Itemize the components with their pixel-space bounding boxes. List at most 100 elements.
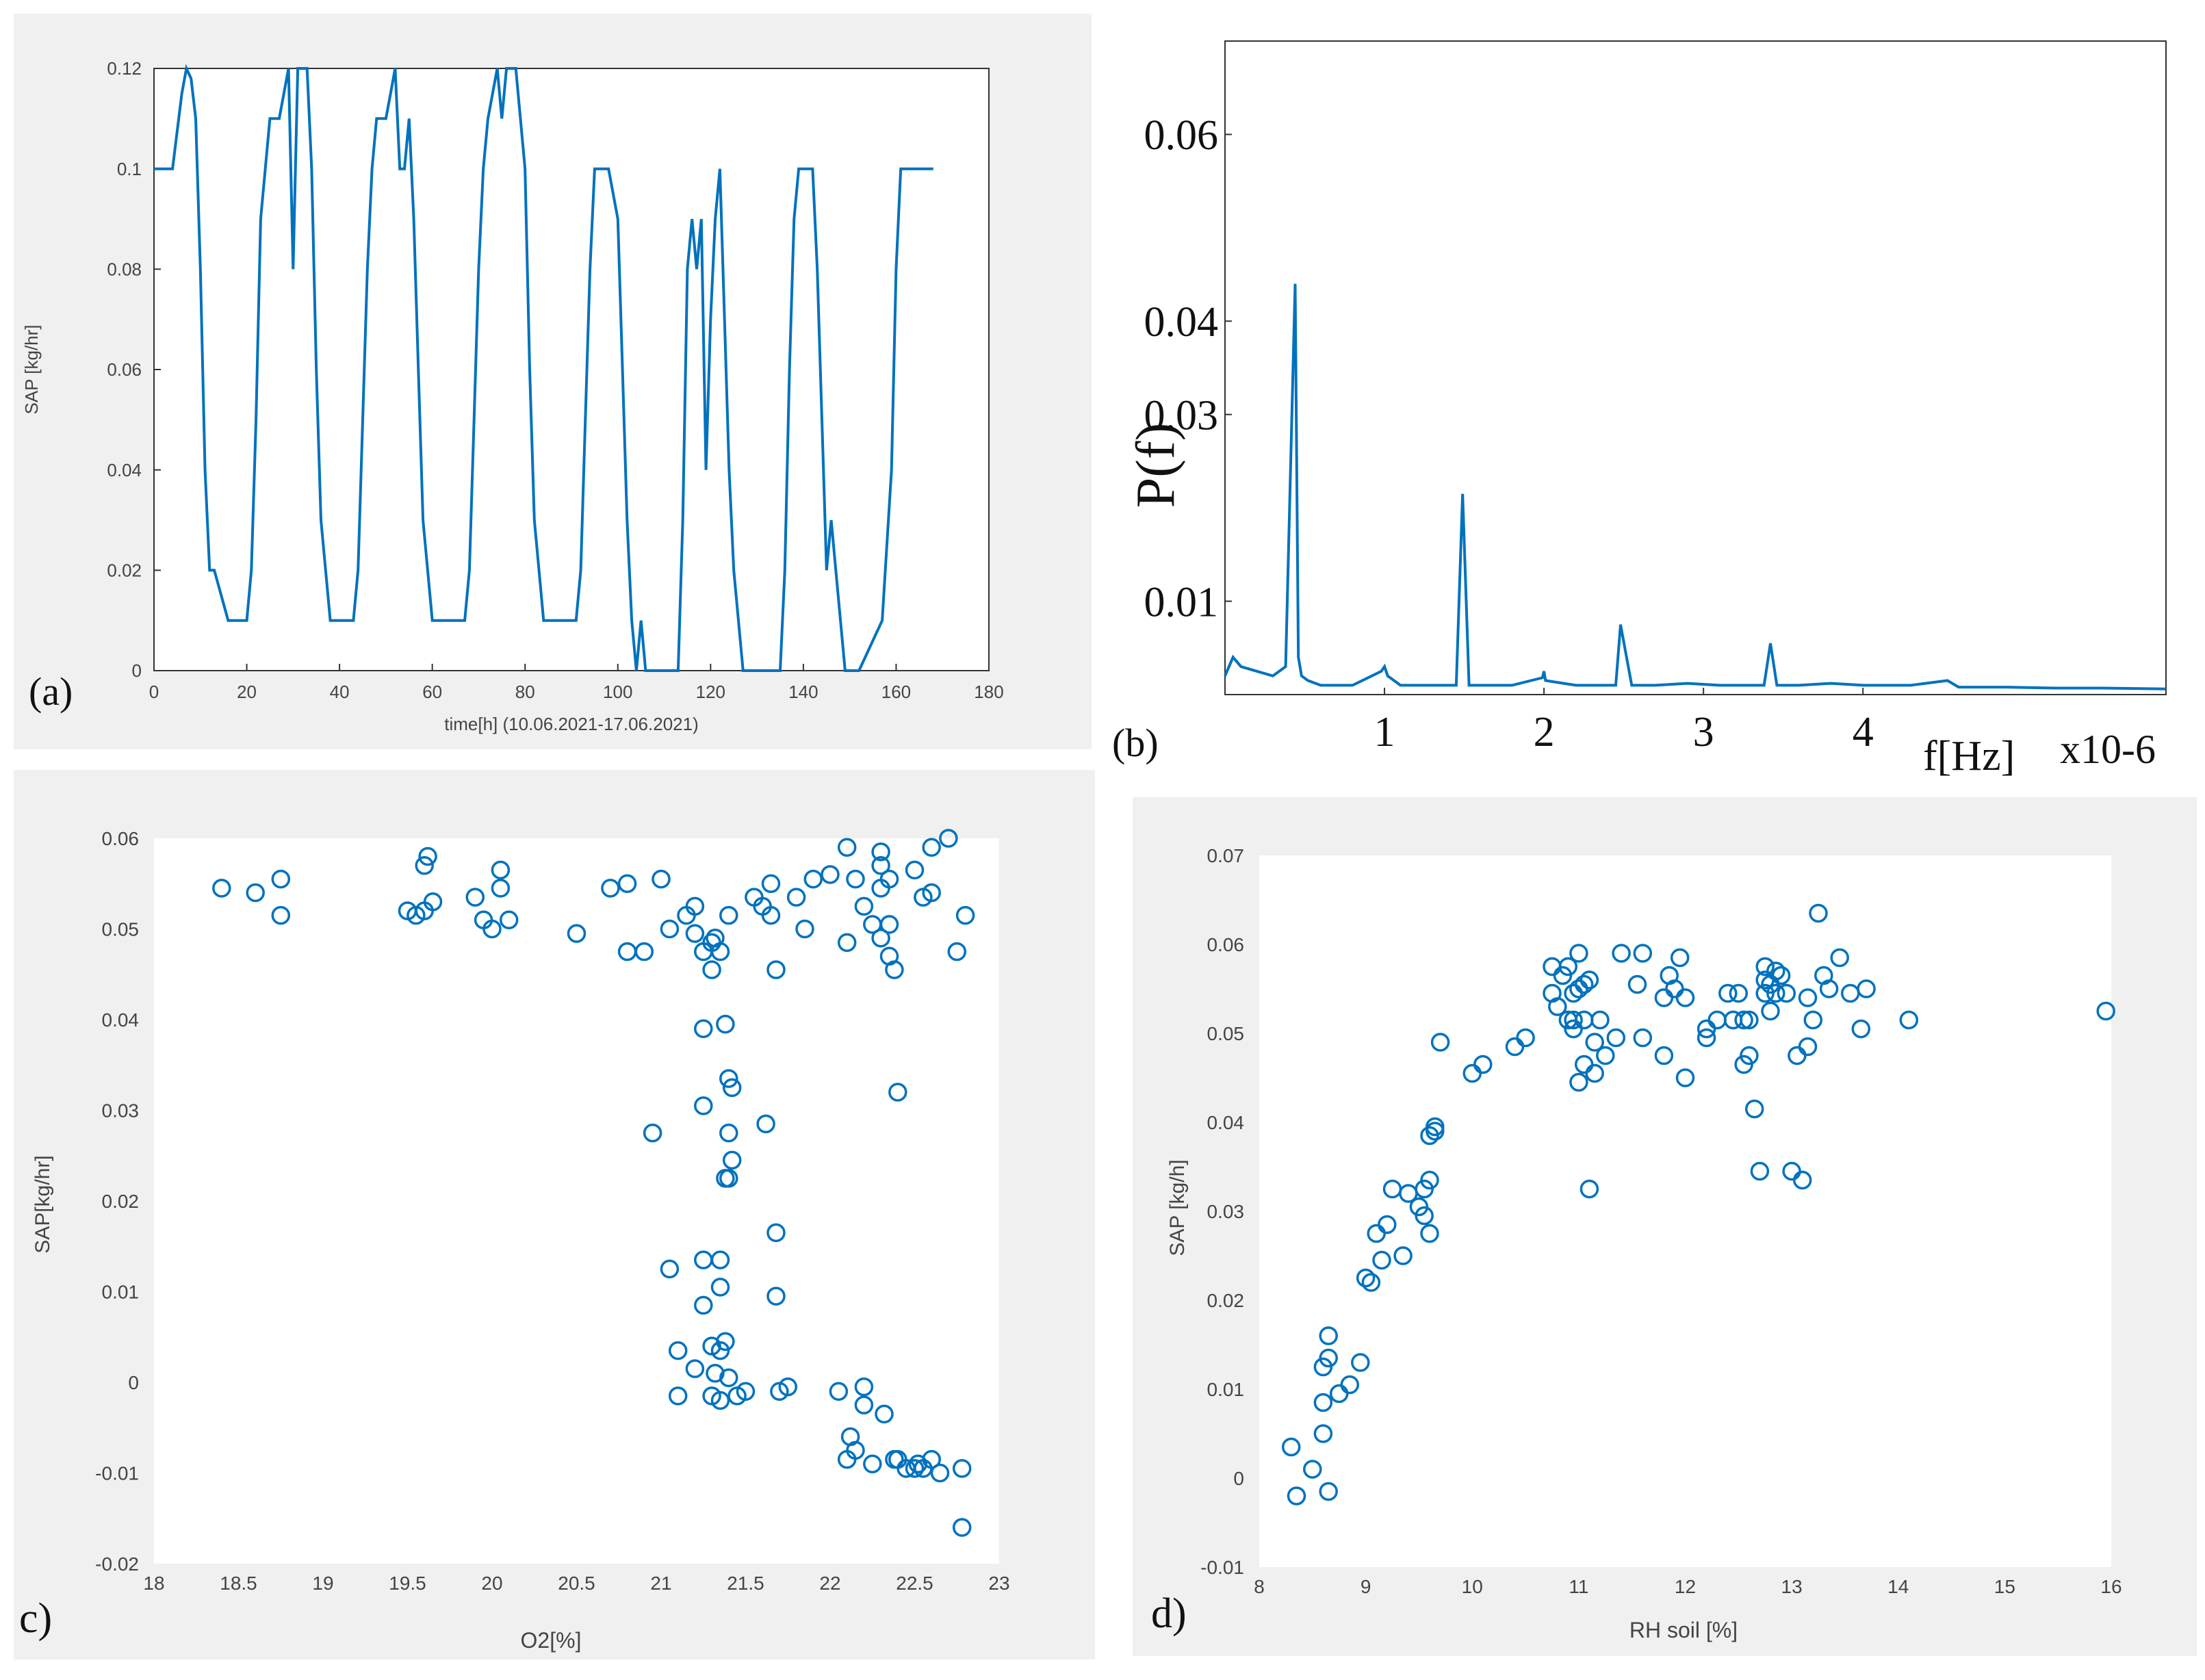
scatter-point xyxy=(668,1341,688,1360)
scatter-point xyxy=(888,1083,907,1102)
scatter-point xyxy=(1319,1482,1338,1501)
y-tick-label: 0.01 xyxy=(1144,579,1219,625)
scatter-point xyxy=(922,1449,941,1469)
scatter-point xyxy=(694,1019,713,1039)
panel-b: 1 2 3 4 0.01 0.03 0.04 0.06 f[Hz] x10-6 P(f) (… xyxy=(1095,14,2204,779)
scatter-point xyxy=(1606,1028,1626,1048)
scatter-point xyxy=(246,883,265,903)
y-tick-label: -0.01 xyxy=(95,1462,139,1484)
x-tick-label: 180 xyxy=(974,682,1003,702)
panel-c-label: c) xyxy=(19,1595,52,1642)
scatter-point xyxy=(423,892,443,912)
x-tick-label: 0 xyxy=(149,682,159,702)
scatter-point xyxy=(702,960,721,979)
scatter-point xyxy=(1830,948,1849,968)
y-tick-label: 0.02 xyxy=(1207,1290,1245,1311)
x-tick-label: 80 xyxy=(515,682,535,702)
scatter-point xyxy=(1755,957,1775,977)
panel-a: 0 20 40 60 80 100 120 140 160 180 0 0.02 0.04 0.06 0.… xyxy=(14,14,1092,749)
panel-d-points xyxy=(1281,903,2115,1505)
x-tick-label: 18.5 xyxy=(220,1573,257,1594)
scatter-point xyxy=(685,1359,705,1378)
scatter-point xyxy=(1319,1348,1338,1368)
scatter-point xyxy=(1627,974,1647,994)
scatter-point xyxy=(710,1341,730,1360)
scatter-point xyxy=(1585,1063,1604,1083)
panel-a-plot-area xyxy=(153,68,990,671)
scatter-point xyxy=(1579,970,1599,990)
scatter-point xyxy=(1697,1028,1716,1048)
scatter-point xyxy=(1281,1437,1301,1457)
y-tick-label: 0.01 xyxy=(102,1281,140,1302)
y-tick-label: 0.12 xyxy=(107,58,142,79)
y-tick-label: 0.02 xyxy=(102,1191,140,1212)
scatter-point xyxy=(685,924,705,943)
scatter-point xyxy=(803,869,823,889)
scatter-point xyxy=(668,1386,688,1406)
panel-a-label: (a) xyxy=(29,669,73,714)
scatter-point xyxy=(652,869,671,889)
scatter-point xyxy=(271,869,291,889)
scatter-point xyxy=(766,1287,786,1306)
scatter-point xyxy=(722,1150,742,1170)
scatter-point xyxy=(212,879,231,898)
scatter-point xyxy=(1372,1250,1391,1270)
scatter-point xyxy=(1569,1072,1588,1092)
x-tick-label: 60 xyxy=(422,682,442,702)
scatter-point xyxy=(719,905,738,925)
scatter-point xyxy=(1670,948,1690,968)
y-tick-label: 0.04 xyxy=(107,460,142,480)
scatter-point xyxy=(1420,1170,1439,1190)
scatter-point xyxy=(1740,1010,1759,1030)
x-tick-label: 2 xyxy=(1534,709,1555,755)
scatter-point xyxy=(879,915,899,934)
scatter-point xyxy=(837,838,857,857)
x-tick-label: 22.5 xyxy=(896,1573,933,1594)
panel-c-ylabel: SAP[kg/hr] xyxy=(31,1155,54,1253)
x-tick-label: 1 xyxy=(1374,709,1395,755)
x-tick-label: 22 xyxy=(819,1573,840,1594)
x-tick-label: 160 xyxy=(881,682,911,702)
scatter-point xyxy=(617,874,637,894)
panel-c-xlabel: O2[%] xyxy=(521,1628,582,1653)
scatter-point xyxy=(719,1069,738,1088)
scatter-point xyxy=(719,1368,738,1388)
panel-d-plot-area xyxy=(1259,855,2111,1567)
scatter-point xyxy=(1351,1353,1370,1372)
scatter-point xyxy=(1777,983,1796,1003)
scatter-point xyxy=(1718,983,1738,1003)
scatter-point xyxy=(1579,1179,1599,1199)
panel-b-y-ticklabels: 0.01 0.03 0.04 0.06 xyxy=(1144,112,1232,625)
scatter-point xyxy=(660,1259,680,1279)
x-tick-label: 19 xyxy=(312,1573,333,1594)
y-tick-label: 0.05 xyxy=(1207,1023,1245,1044)
y-tick-label: 0.03 xyxy=(1144,392,1219,439)
panel-d-label: d) xyxy=(1151,1590,1187,1637)
scatter-point xyxy=(1473,1055,1493,1074)
panel-b-label: (b) xyxy=(1112,721,1159,765)
scatter-point xyxy=(1313,1393,1333,1412)
y-tick-label: 0.06 xyxy=(107,359,142,380)
scatter-point xyxy=(1744,1099,1764,1119)
scatter-point xyxy=(716,1014,735,1034)
panel-c-x-ticklabels: 18 18.5 19 19.5 20 20.5 21 21.5 22 22.5 23 xyxy=(143,1573,1009,1594)
scatter-point xyxy=(736,1382,756,1401)
y-tick-label: 0.02 xyxy=(107,560,142,580)
x-tick-label: 10 xyxy=(1462,1576,1483,1597)
scatter-point xyxy=(694,1096,713,1115)
x-tick-label: 4 xyxy=(1853,709,1874,755)
y-tick-label: 0 xyxy=(1233,1468,1244,1489)
scatter-point xyxy=(766,1223,786,1243)
y-tick-label: 0.07 xyxy=(1207,845,1245,866)
x-tick-label: 3 xyxy=(1693,709,1714,755)
scatter-point xyxy=(415,856,434,875)
panel-b-x-ticklabels: 1 2 3 4 xyxy=(1374,688,1874,755)
scatter-point xyxy=(1675,1068,1695,1087)
scatter-point xyxy=(922,838,941,857)
scatter-point xyxy=(1740,1046,1759,1065)
y-tick-label: 0.04 xyxy=(1144,299,1219,346)
panel-b-series-line xyxy=(1224,283,2167,690)
scatter-point xyxy=(719,1169,738,1188)
scatter-point xyxy=(1287,1486,1306,1505)
panel-a-x-ticklabels: 0 20 40 60 80 100 120 140 160 180 xyxy=(149,664,1004,702)
